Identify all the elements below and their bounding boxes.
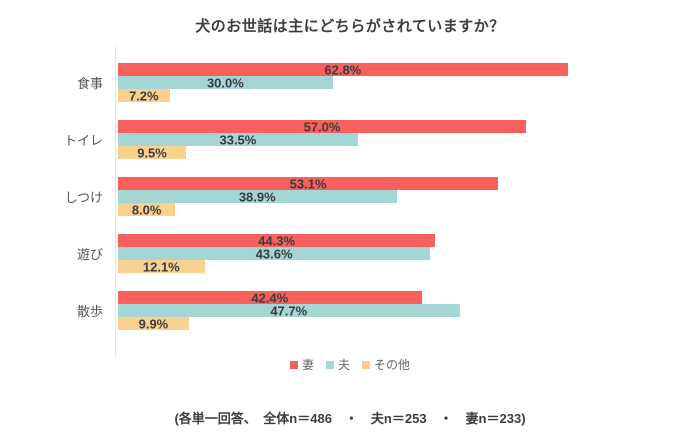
bar-value-label: 57.0% [303, 119, 341, 134]
category-label: 遊び [76, 247, 103, 262]
bar-group-training: しつけ 53.1% 38.9% 8.0% [0, 177, 700, 216]
bar-value-label: 30.0% [206, 75, 244, 90]
legend-label-other: その他 [374, 358, 411, 372]
bar-value-label: 8.0% [131, 202, 162, 217]
legend-label-wife: 妻 [301, 358, 314, 372]
bar-husband: 43.6% [118, 246, 431, 261]
legend: 妻 夫 その他 [0, 356, 700, 373]
legend-item-husband: 夫 [325, 356, 350, 373]
bar-group-meal: 食事 62.8% 30.0% 7.2% [0, 63, 700, 102]
bar-group-walk: 散歩 42.4% 47.7% 9.9% [0, 291, 700, 330]
bar-other: 7.2% [118, 89, 170, 102]
bar-groups: 食事 62.8% 30.0% 7.2% トイレ 57.0% 33.5% 9.5%… [0, 63, 700, 348]
bar-stack: 53.1% 38.9% 8.0% [118, 176, 499, 217]
bar-wife: 62.8% [118, 63, 568, 76]
chart-title: 犬のお世話は主にどちらがされていますか？ [195, 18, 505, 35]
legend-swatch-husband [325, 360, 334, 369]
bar-value-label: 38.9% [238, 189, 276, 204]
bar-value-label: 42.4% [251, 290, 289, 305]
bar-value-label: 44.3% [258, 233, 296, 248]
bar-other: 9.9% [118, 317, 189, 330]
bar-value-label: 47.7% [270, 303, 308, 318]
category-label: しつけ [64, 190, 103, 205]
bar-other: 9.5% [118, 145, 187, 160]
bar-stack: 57.0% 33.5% 9.5% [118, 119, 527, 160]
bar-value-label: 33.5% [219, 132, 257, 147]
bar-husband: 38.9% [118, 190, 397, 203]
bar-stack: 44.3% 43.6% 12.1% [118, 233, 436, 273]
category-label: 散歩 [76, 304, 103, 319]
y-axis-line [115, 45, 116, 357]
legend-swatch-other [362, 360, 370, 369]
bar-value-label: 53.1% [289, 176, 327, 191]
category-label: 食事 [76, 76, 103, 91]
bar-value-label: 12.1% [142, 259, 180, 274]
bar-wife: 57.0% [118, 119, 527, 134]
bar-stack: 42.4% 47.7% 9.9% [118, 291, 460, 330]
bar-value-label: 9.9% [138, 316, 169, 331]
legend-swatch-wife [289, 360, 298, 369]
bar-husband: 47.7% [118, 304, 460, 317]
bar-other: 12.1% [118, 260, 205, 273]
sample-size-note: (各単一回答、 全体n＝486 ・ 夫n＝253 ・ 妻n＝233) [174, 411, 526, 426]
bar-husband: 33.5% [118, 133, 358, 146]
bar-other: 8.0% [118, 202, 176, 217]
bar-stack: 62.8% 30.0% 7.2% [118, 63, 568, 102]
bar-husband: 30.0% [118, 76, 333, 89]
bar-wife: 53.1% [118, 176, 499, 191]
legend-item-other: その他 [362, 356, 410, 373]
bar-value-label: 9.5% [137, 145, 167, 160]
bar-value-label: 43.6% [255, 246, 293, 261]
bar-value-label: 62.8% [324, 62, 362, 77]
bar-group-play: 遊び 44.3% 43.6% 12.1% [0, 234, 700, 273]
bar-value-label: 7.2% [128, 88, 159, 103]
bar-group-toilet: トイレ 57.0% 33.5% 9.5% [0, 120, 700, 159]
legend-label-husband: 夫 [337, 358, 350, 372]
legend-item-wife: 妻 [289, 356, 314, 373]
bar-wife: 44.3% [118, 233, 436, 248]
bar-wife: 42.4% [118, 291, 422, 304]
category-label: トイレ [63, 133, 103, 148]
